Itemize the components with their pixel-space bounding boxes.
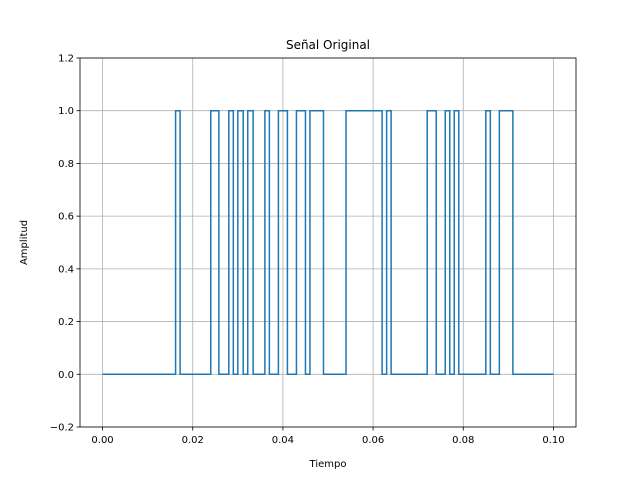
chart-title: Señal Original (286, 38, 370, 52)
y-tick-label: 0.4 (58, 264, 74, 275)
y-axis-label: Amplitud (19, 220, 30, 265)
x-tick-label: 0.04 (272, 435, 294, 446)
y-tick-label: 0.6 (58, 212, 74, 223)
x-tick-label: 0.10 (542, 435, 564, 446)
series-layer (102, 109, 554, 376)
x-tick-label: 0.08 (452, 435, 474, 446)
y-tick-label: 1.0 (58, 106, 74, 117)
plot-frame (79, 57, 577, 428)
y-tick-label: −0.2 (50, 423, 74, 434)
series-line-0 (102, 109, 554, 376)
y-tick-label: 0.8 (58, 159, 74, 170)
x-tick-label: 0.02 (182, 435, 204, 446)
y-tick-label: 1.2 (58, 54, 74, 65)
x-tick-label: 0.06 (362, 435, 384, 446)
plot-area (80, 58, 576, 427)
y-tick-label: 0.2 (58, 317, 74, 328)
x-axis-label: Tiempo (309, 459, 347, 470)
x-tick-label: 0.00 (91, 435, 113, 446)
y-tick-label: 0.0 (58, 370, 74, 381)
ticks: 0.00 0.02 0.04 0.06 0.08 0.10 −0.2 0.0 0.2 0.4 0.6… (50, 54, 565, 447)
